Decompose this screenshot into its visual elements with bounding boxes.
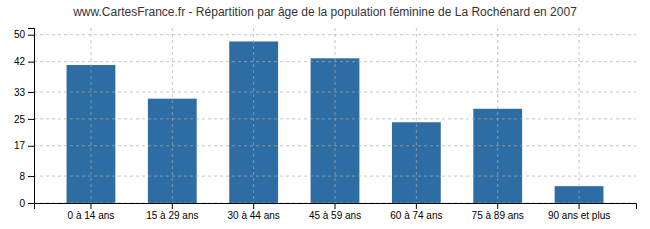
x-tick: 0 à 14 ans — [68, 203, 115, 221]
x-tick-mark — [497, 203, 498, 209]
y-tick: 42 — [14, 56, 34, 67]
y-tick-label: 33 — [14, 87, 26, 98]
bar — [67, 65, 116, 203]
x-axis: 0 à 14 ans 15 à 29 ans 30 à 44 ans 45 à 59 … — [35, 203, 637, 221]
grid-line-x — [416, 28, 417, 203]
x-tick-mark — [579, 203, 580, 209]
y-tick: 25 — [14, 114, 34, 125]
y-axis-line — [28, 29, 35, 204]
y-tick-label: 17 — [14, 140, 26, 151]
grid-line-x — [253, 28, 254, 203]
x-tick: 60 à 74 ans — [390, 203, 442, 221]
y-tick: 33 — [14, 87, 34, 98]
bar — [555, 186, 604, 203]
x-tick-mark — [335, 203, 336, 209]
x-tick-mark — [172, 203, 173, 209]
x-tick: 45 à 59 ans — [309, 203, 361, 221]
x-tick: 90 ans et plus — [548, 203, 610, 221]
grid-line-x — [497, 28, 498, 203]
x-tick-label: 75 à 89 ans — [472, 210, 524, 221]
x-tick-mark — [253, 203, 254, 209]
y-tick-mark — [28, 176, 34, 177]
x-tick-mark — [90, 203, 91, 209]
y-tick: 50 — [14, 29, 34, 40]
x-tick-label: 60 à 74 ans — [390, 210, 442, 221]
x-tick-mark — [416, 203, 417, 209]
y-tick-mark — [28, 35, 34, 36]
y-tick-label: 50 — [14, 29, 26, 40]
x-tick: 75 à 89 ans — [472, 203, 524, 221]
grid-line-x — [172, 28, 173, 203]
y-tick-mark — [28, 92, 34, 93]
x-tick-label: 90 ans et plus — [548, 210, 610, 221]
x-tick-label: 0 à 14 ans — [68, 210, 115, 221]
grid-line-y — [34, 61, 636, 62]
grid — [34, 28, 636, 203]
grid-line-y — [34, 91, 636, 92]
grid-line-x — [579, 28, 580, 203]
y-tick: 8 — [19, 171, 34, 182]
y-tick-label: 8 — [19, 171, 25, 182]
x-tick: 15 à 29 ans — [146, 203, 198, 221]
x-tick-label: 30 à 44 ans — [228, 210, 280, 221]
y-tick-label: 42 — [14, 56, 26, 67]
y-tick-label: 0 — [19, 198, 25, 209]
chart-container: www.CartesFrance.fr - Répartition par âg… — [0, 0, 650, 229]
chart-title: www.CartesFrance.fr - Répartition par âg… — [72, 5, 577, 19]
plot-area: 0 8 17 25 33 42 50 0 à 14 ans 15 à 29 ans 30 à 44… — [14, 28, 637, 221]
chart-svg: www.CartesFrance.fr - Répartition par âg… — [0, 0, 650, 229]
y-tick-label: 25 — [14, 114, 26, 125]
y-axis: 0 8 17 25 33 42 50 — [14, 29, 35, 209]
x-tick: 30 à 44 ans — [228, 203, 280, 221]
y-tick: 17 — [14, 140, 34, 151]
y-tick-mark — [28, 146, 34, 147]
grid-line-y — [34, 145, 636, 146]
y-tick-mark — [28, 203, 34, 204]
x-axis-line — [35, 204, 637, 210]
x-tick-label: 45 à 59 ans — [309, 210, 361, 221]
y-tick-mark — [28, 119, 34, 120]
y-tick-mark — [28, 62, 34, 63]
grid-line-x — [335, 28, 336, 203]
y-tick: 0 — [19, 198, 34, 209]
x-tick-label: 15 à 29 ans — [146, 210, 198, 221]
grid-line-y — [34, 176, 636, 177]
grid-line-x — [90, 28, 91, 203]
